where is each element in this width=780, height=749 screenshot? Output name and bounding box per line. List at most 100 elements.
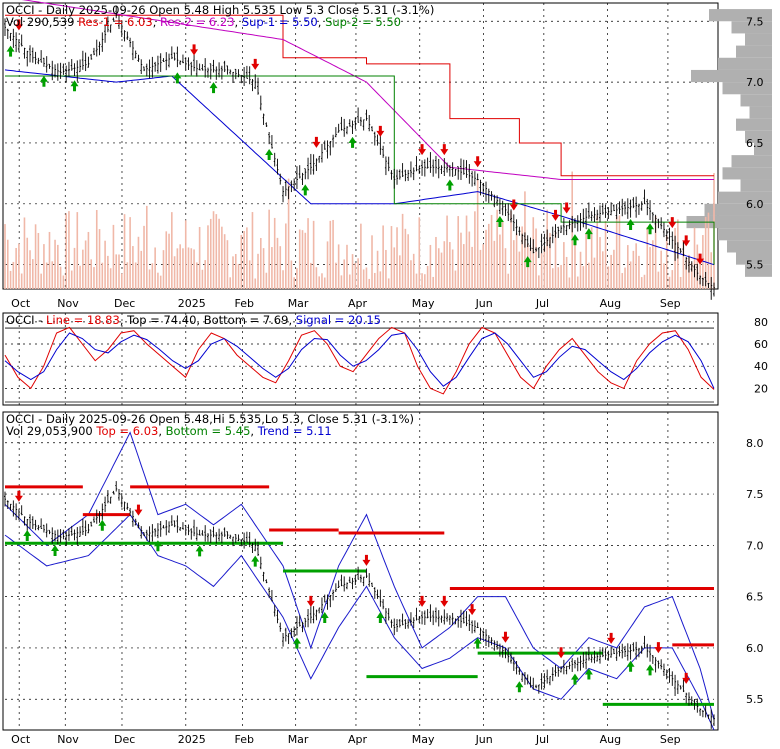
down-arrow-icon <box>607 632 616 644</box>
volume-bar <box>465 215 468 289</box>
up-arrow-icon <box>626 660 635 672</box>
price-signals <box>6 19 705 268</box>
y-tick-label: 5.5 <box>746 259 764 272</box>
x-tick-label: Jun <box>475 297 493 310</box>
volume-bar <box>290 260 293 289</box>
volume-bar <box>601 251 604 289</box>
volume-profile-bar <box>736 252 772 265</box>
volume-bar <box>265 272 268 289</box>
volume-bar <box>490 214 493 289</box>
down-arrow-icon <box>509 199 518 211</box>
volume-bar <box>654 215 657 289</box>
header-segment: , <box>153 15 160 29</box>
volume-bar <box>379 271 382 289</box>
volume-bar <box>57 244 59 289</box>
volume-bar <box>615 216 618 289</box>
volume-bar <box>663 263 665 289</box>
trend-x-tick-label: Sep <box>660 733 681 745</box>
volume-bar <box>171 212 173 289</box>
y-tick-label: 7.5 <box>746 15 764 28</box>
volume-bar <box>515 233 518 289</box>
volume-bar <box>501 220 504 289</box>
x-tick-label: 2025 <box>178 297 206 310</box>
volume-bar <box>513 240 515 289</box>
volume-bar <box>371 235 373 289</box>
down-arrow-icon <box>418 595 427 607</box>
volume-bar <box>54 239 56 289</box>
volume-bar <box>702 235 704 289</box>
volume-bar <box>424 274 426 289</box>
trend-y-tick-label: 6.5 <box>746 591 764 604</box>
volume-bar <box>415 273 418 289</box>
res2-line <box>21 0 714 180</box>
volume-profile-bar <box>731 21 772 34</box>
volume-bar <box>471 246 473 289</box>
volume-bar <box>479 249 482 289</box>
volume-profile-bar <box>722 167 772 180</box>
header-segment: Bottom = 5.45 <box>166 424 251 438</box>
volume-bar <box>690 262 693 289</box>
x-tick-label: Nov <box>57 297 79 310</box>
down-arrow-icon <box>551 209 560 221</box>
volume-bar <box>343 259 346 289</box>
trend-x-tick-label: Nov <box>57 733 79 745</box>
volume-bar <box>137 236 140 289</box>
volume-bar <box>362 269 365 289</box>
volume-bar <box>565 256 568 289</box>
up-arrow-icon <box>584 228 593 240</box>
down-arrow-icon <box>440 144 449 156</box>
volume-bar <box>557 267 560 289</box>
volume-bar <box>101 262 104 289</box>
volume-bar <box>223 234 226 289</box>
volume-bar <box>399 255 401 289</box>
x-tick-label: Jul <box>535 297 549 310</box>
up-arrow-icon <box>39 75 48 87</box>
price-panel: 7.5 7.0 6.5 6.0 5.5 Oct Nov Dec 2025 Feb Mar Apr Ma… <box>2 0 772 310</box>
trend-x-tick-label: Oct <box>11 733 31 745</box>
volume-bar <box>84 240 87 289</box>
volume-bar <box>543 246 546 289</box>
volume-bar <box>312 220 315 289</box>
volume-bar <box>507 273 510 289</box>
volume-bar <box>510 210 512 289</box>
trend-header-line1: OCCI - Daily 2025-09-26 Open 5.48,Hi 5.5… <box>6 412 414 426</box>
volume-bar <box>104 240 106 289</box>
volume-bar <box>296 268 298 289</box>
volume-bar <box>273 217 276 289</box>
trend-lines <box>4 431 715 731</box>
volume-bar <box>435 236 437 289</box>
volume-bar <box>368 278 371 289</box>
volume-bar <box>396 227 398 289</box>
volume-bar <box>279 246 282 289</box>
up-arrow-icon <box>626 219 635 231</box>
trend-y-tick-label: 8.0 <box>746 437 764 450</box>
trend-header-line2: Vol 29,053,900 Top = 6.03, Bottom = 5.45… <box>6 424 332 438</box>
volume-bar <box>143 225 145 289</box>
volume-profile-bar <box>745 264 772 277</box>
up-arrow-icon <box>292 637 301 649</box>
up-arrow-icon <box>523 256 532 268</box>
volume-profile-bar <box>740 94 772 107</box>
trend-x-tick-label: May <box>412 733 435 745</box>
up-arrow-icon <box>646 664 655 676</box>
volume-bar <box>329 220 332 289</box>
volume-profile-bar <box>718 191 772 204</box>
volume-bar <box>51 261 54 289</box>
header-segment: Signal = 20.15 <box>296 313 381 327</box>
down-arrow-icon <box>14 490 23 502</box>
trend-x-tick-label: Dec <box>114 733 135 745</box>
volume-bar <box>271 247 273 289</box>
volume-profile-bar <box>718 57 772 70</box>
header-segment: Trend = 5.11 <box>257 424 332 438</box>
volume-bar <box>159 275 162 289</box>
volume-bar <box>251 212 254 289</box>
x-tick-label: Sep <box>660 297 681 310</box>
volume-bar <box>468 231 471 289</box>
volume-bar <box>40 273 42 289</box>
volume-bar <box>20 273 23 289</box>
volume-profile-bar <box>749 106 772 119</box>
volume-bar <box>173 256 176 289</box>
down-arrow-icon <box>562 202 571 214</box>
down-arrow-icon <box>473 156 482 168</box>
volume-bar <box>457 216 460 289</box>
